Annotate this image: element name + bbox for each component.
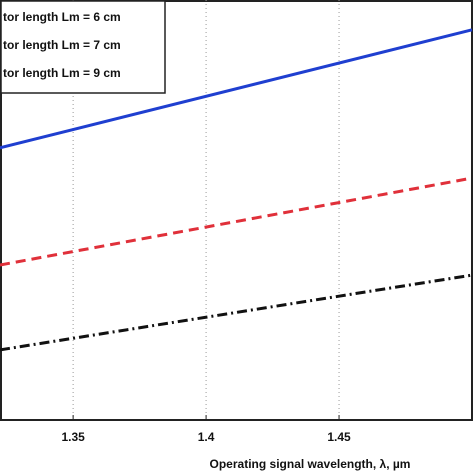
legend-box [0, 0, 166, 94]
x-tick-label: 1.35 [61, 430, 85, 444]
plot-area [0, 0, 473, 421]
legend-label: tor length Lm = 6 cm [3, 10, 121, 24]
x-tick-label: 1.45 [327, 430, 351, 444]
series-line [0, 28, 473, 150]
legend-label: tor length Lm = 9 cm [3, 66, 121, 80]
x-axis-label: Operating signal wavelength, λ, µm [210, 457, 411, 471]
legend-label: tor length Lm = 7 cm [3, 38, 121, 52]
x-tick-label: 1.4 [198, 430, 215, 444]
